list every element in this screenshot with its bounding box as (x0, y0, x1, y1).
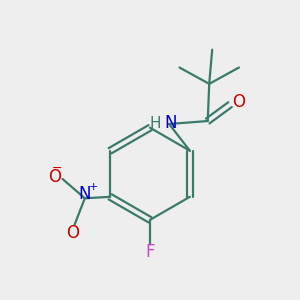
Text: H: H (149, 116, 160, 131)
Text: O: O (66, 224, 80, 242)
Text: F: F (146, 243, 155, 261)
Text: −: − (51, 162, 62, 175)
Text: N: N (79, 185, 91, 203)
Text: +: + (88, 182, 98, 192)
Text: O: O (232, 93, 245, 111)
Text: N: N (164, 114, 177, 132)
Text: O: O (49, 169, 62, 187)
